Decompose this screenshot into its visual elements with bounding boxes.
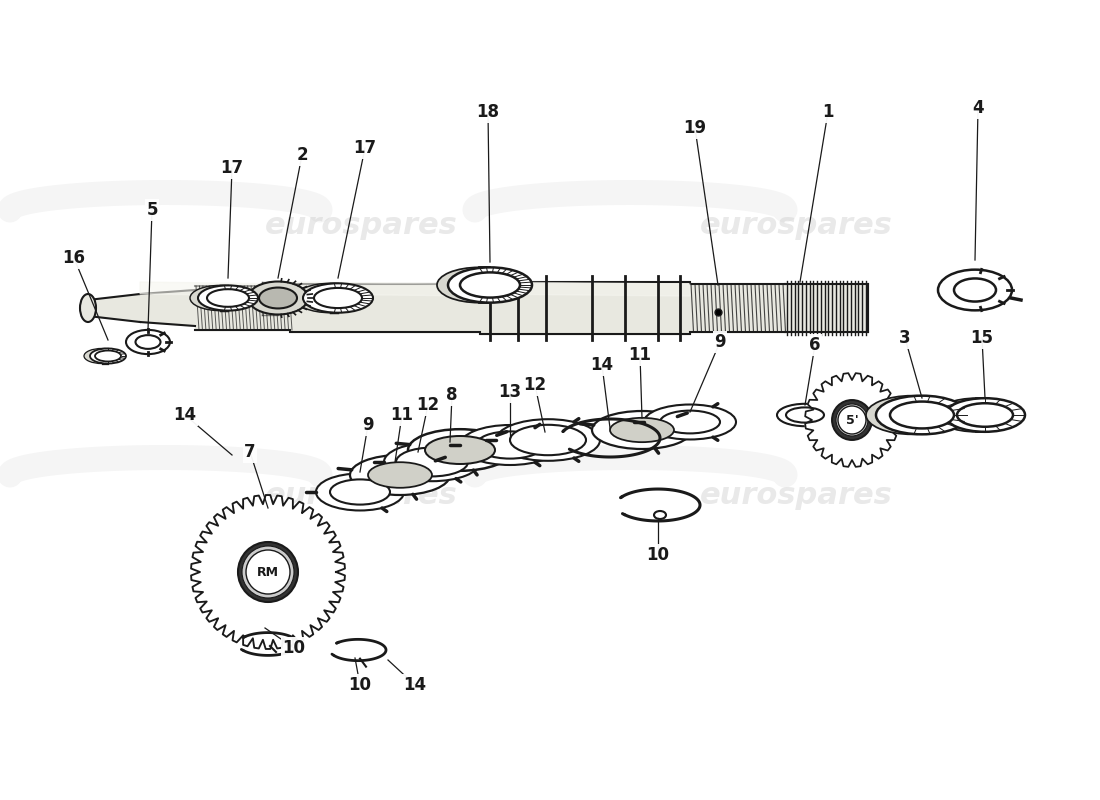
Ellipse shape (302, 283, 373, 313)
Ellipse shape (135, 335, 161, 349)
Ellipse shape (945, 398, 1025, 432)
Polygon shape (195, 286, 290, 330)
Text: 3: 3 (899, 329, 911, 347)
Ellipse shape (396, 447, 468, 476)
Ellipse shape (437, 267, 521, 302)
Ellipse shape (496, 419, 600, 461)
Ellipse shape (510, 425, 586, 455)
Polygon shape (480, 282, 690, 296)
Ellipse shape (207, 289, 249, 307)
Ellipse shape (295, 283, 365, 313)
Text: 9: 9 (362, 416, 374, 434)
Text: 11: 11 (390, 406, 414, 424)
Ellipse shape (954, 278, 996, 302)
Text: 18: 18 (476, 103, 499, 121)
Ellipse shape (425, 436, 495, 464)
Text: 14: 14 (591, 356, 614, 374)
Ellipse shape (460, 425, 560, 465)
Ellipse shape (866, 396, 958, 434)
Ellipse shape (84, 349, 120, 363)
Polygon shape (785, 284, 868, 332)
Circle shape (834, 402, 870, 438)
Polygon shape (805, 373, 899, 467)
Ellipse shape (80, 294, 96, 322)
Text: 17: 17 (353, 139, 376, 157)
Ellipse shape (198, 286, 258, 310)
Text: 12: 12 (524, 376, 547, 394)
Text: 11: 11 (628, 346, 651, 364)
Circle shape (242, 546, 294, 598)
Ellipse shape (777, 404, 833, 426)
Ellipse shape (957, 403, 1013, 426)
Ellipse shape (126, 330, 170, 354)
Text: 10: 10 (647, 546, 670, 564)
Ellipse shape (592, 411, 692, 449)
Polygon shape (690, 284, 785, 332)
Text: 14: 14 (174, 406, 197, 424)
Ellipse shape (258, 287, 297, 309)
Text: 4: 4 (972, 99, 983, 117)
Text: 17: 17 (220, 159, 243, 177)
Text: 14: 14 (404, 676, 427, 694)
Ellipse shape (644, 405, 736, 439)
Ellipse shape (610, 418, 674, 442)
Ellipse shape (448, 267, 532, 302)
Text: 1: 1 (823, 103, 834, 121)
Text: 5: 5 (146, 201, 157, 219)
Polygon shape (191, 495, 345, 649)
Text: 7: 7 (244, 443, 256, 461)
Ellipse shape (938, 270, 1012, 310)
Ellipse shape (316, 474, 404, 510)
Circle shape (242, 546, 294, 598)
Text: eurospares: eurospares (700, 210, 893, 239)
Ellipse shape (95, 350, 121, 362)
Circle shape (238, 542, 298, 602)
Ellipse shape (314, 288, 362, 308)
Polygon shape (290, 284, 480, 332)
Text: 10: 10 (349, 676, 372, 694)
Text: RM: RM (257, 566, 279, 578)
Ellipse shape (890, 402, 954, 429)
Ellipse shape (90, 349, 126, 363)
Ellipse shape (330, 479, 390, 505)
Ellipse shape (876, 396, 968, 434)
Text: 9: 9 (714, 333, 726, 351)
Ellipse shape (786, 407, 824, 422)
Polygon shape (140, 290, 195, 326)
Circle shape (838, 406, 866, 434)
Text: 10: 10 (283, 639, 306, 657)
Polygon shape (290, 282, 480, 296)
Circle shape (836, 404, 868, 436)
Text: 8: 8 (447, 386, 458, 404)
Text: eurospares: eurospares (265, 210, 458, 239)
Text: 19: 19 (683, 119, 706, 137)
Text: 13: 13 (498, 383, 521, 401)
Text: 2: 2 (296, 146, 308, 164)
Polygon shape (88, 294, 140, 322)
Ellipse shape (350, 455, 450, 495)
Text: eurospares: eurospares (700, 481, 893, 510)
Text: 12: 12 (417, 396, 440, 414)
Polygon shape (480, 282, 690, 334)
Ellipse shape (408, 429, 512, 470)
Ellipse shape (368, 462, 432, 488)
Text: eurospares: eurospares (265, 481, 458, 510)
Ellipse shape (384, 443, 480, 481)
Ellipse shape (936, 398, 1016, 432)
Ellipse shape (476, 431, 544, 458)
Text: 16: 16 (63, 249, 86, 267)
Ellipse shape (660, 410, 720, 434)
Circle shape (246, 550, 290, 594)
Ellipse shape (654, 511, 666, 519)
Circle shape (832, 400, 872, 440)
Ellipse shape (460, 272, 520, 298)
Text: 6: 6 (810, 336, 821, 354)
Polygon shape (140, 282, 290, 296)
Text: 5': 5' (846, 414, 858, 426)
Ellipse shape (248, 282, 308, 314)
Text: 15: 15 (970, 329, 993, 347)
Ellipse shape (190, 286, 250, 310)
